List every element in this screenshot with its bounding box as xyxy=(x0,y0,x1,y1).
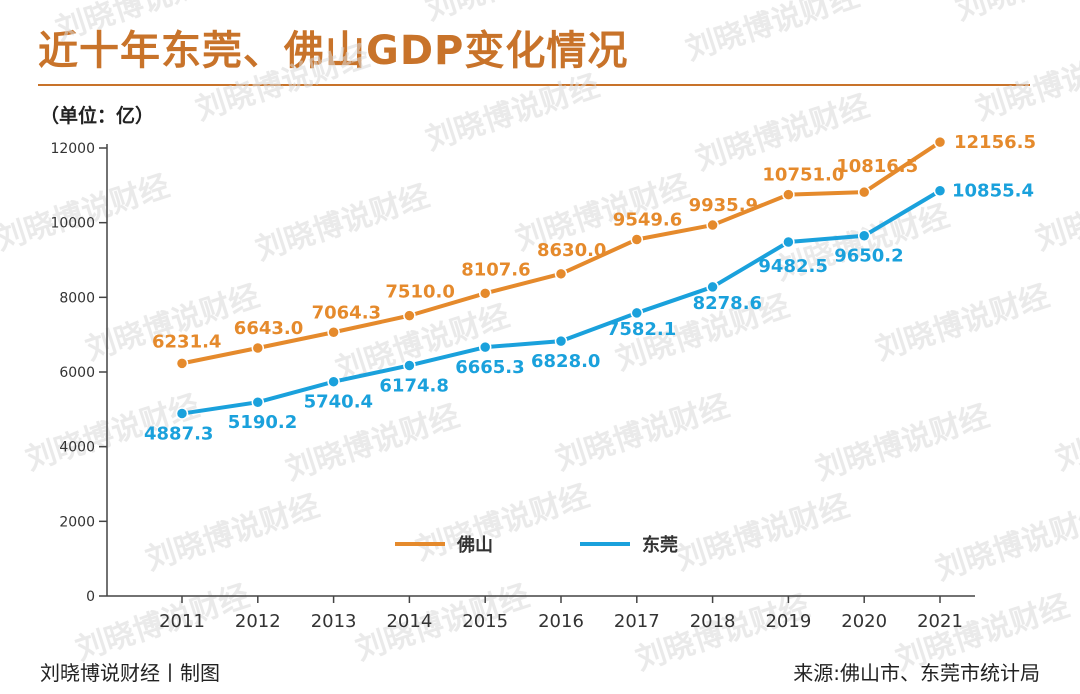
x-tick-label: 2020 xyxy=(841,611,887,632)
watermark-text: 刘晓博说财经 xyxy=(1052,389,1080,478)
data-label: 9935.9 xyxy=(689,195,758,216)
x-tick-label: 2013 xyxy=(311,611,357,632)
x-tick-label: 2011 xyxy=(159,611,205,632)
chart-title: 近十年东莞、佛山GDP变化情况 xyxy=(38,28,629,74)
y-tick-label: 4000 xyxy=(59,440,95,456)
watermark-text: 刘晓博说财经 xyxy=(52,0,234,48)
watermark-text: 刘晓博说财经 xyxy=(632,589,814,678)
data-label: 12156.5 xyxy=(954,132,1036,153)
data-point xyxy=(175,357,189,370)
data-point xyxy=(403,309,416,322)
y-tick-label: 0 xyxy=(86,589,95,605)
data-label: 10751.0 xyxy=(762,165,844,186)
watermark-text: 刘晓博说财经 xyxy=(972,39,1080,128)
watermark-text: 刘晓博说财经 xyxy=(1032,169,1080,258)
x-tick-label: 2019 xyxy=(765,611,811,632)
legend: 佛山 东莞 xyxy=(395,534,678,556)
x-tick-label: 2014 xyxy=(386,611,432,632)
y-tick-label: 6000 xyxy=(59,365,95,381)
data-point xyxy=(478,340,492,354)
data-point xyxy=(403,359,416,372)
data-point xyxy=(933,184,947,197)
data-point xyxy=(554,267,568,281)
watermark-text: 刘晓博说财经 xyxy=(252,179,434,268)
data-point xyxy=(327,375,340,388)
data-point xyxy=(630,233,644,246)
data-point xyxy=(251,341,265,355)
data-label: 8630.0 xyxy=(537,240,606,261)
x-tick-label: 2015 xyxy=(462,611,508,632)
watermark-text: 刘晓博说财经 xyxy=(412,479,594,568)
data-label: 7510.0 xyxy=(385,282,454,303)
watermark-text: 刘晓博说财经 xyxy=(422,69,604,158)
watermark-text: 刘晓博说财经 xyxy=(932,499,1080,588)
x-tick-label: 2012 xyxy=(235,611,281,632)
watermark-text: 刘晓博说财经 xyxy=(422,0,604,28)
data-point xyxy=(933,135,947,149)
data-point xyxy=(857,229,871,242)
watermark-text: 刘晓博说财经 xyxy=(672,489,854,578)
watermark-text: 刘晓博说财经 xyxy=(192,39,374,128)
data-point xyxy=(630,306,644,320)
data-point xyxy=(554,334,568,348)
x-tick-label: 2016 xyxy=(538,611,584,632)
data-point xyxy=(175,407,189,420)
series-东莞: 4887.3 5190.2 5740.4 6174.8 6665.3 6828.0 7582… xyxy=(144,181,1034,445)
data-label: 8278.6 xyxy=(693,293,762,314)
watermark-text: 刘晓博说财经 xyxy=(0,169,174,258)
data-point xyxy=(857,185,871,199)
data-label: 10816.5 xyxy=(836,156,918,177)
credit-text: 刘晓博说财经丨制图 xyxy=(40,661,220,685)
data-label: 4887.3 xyxy=(144,424,213,445)
axes: 0 2000 4000 6000 8000 10000 12000 2011 2012 2013 2… xyxy=(50,141,975,632)
data-point xyxy=(706,218,719,232)
data-point xyxy=(782,188,795,201)
data-point xyxy=(706,280,719,294)
y-tick-label: 10000 xyxy=(50,216,95,232)
data-label: 7582.1 xyxy=(607,319,676,340)
watermark-text: 刘晓博说财经 xyxy=(682,0,864,68)
watermark-text: 刘晓博说财经 xyxy=(142,489,324,578)
data-label: 10855.4 xyxy=(952,181,1034,202)
title-divider xyxy=(38,84,1030,86)
data-label: 6665.3 xyxy=(455,357,524,378)
legend-label: 东莞 xyxy=(642,534,678,556)
data-label: 5740.4 xyxy=(304,392,373,413)
data-label: 6231.4 xyxy=(152,331,221,352)
watermark-text: 刘晓博说财经 xyxy=(812,399,994,488)
data-label: 6174.8 xyxy=(379,375,448,396)
data-point xyxy=(327,326,340,339)
y-tick-label: 12000 xyxy=(50,141,95,157)
y-tick-label: 2000 xyxy=(59,514,95,530)
data-label: 5190.2 xyxy=(228,412,297,433)
data-point xyxy=(782,235,795,249)
x-tick-label: 2017 xyxy=(614,611,660,632)
watermark-text: 刘晓博说财经 xyxy=(952,0,1080,28)
watermark-text: 刘晓博说财经 xyxy=(872,279,1054,368)
source-text: 来源:佛山市、东莞市统计局 xyxy=(793,661,1040,685)
unit-label: （单位：亿） xyxy=(40,105,155,127)
data-point xyxy=(251,395,265,409)
data-label: 8107.6 xyxy=(461,259,530,280)
x-tick-label: 2021 xyxy=(917,611,963,632)
data-label: 9549.6 xyxy=(613,209,682,230)
data-label: 6828.0 xyxy=(531,351,600,372)
x-tick-label: 2018 xyxy=(690,611,736,632)
data-point xyxy=(478,287,492,300)
data-label: 9482.5 xyxy=(758,256,827,277)
data-label: 9650.2 xyxy=(834,246,903,267)
data-label: 6643.0 xyxy=(234,318,303,339)
data-label: 7064.3 xyxy=(312,302,381,323)
watermark-text: 刘晓博说财经 xyxy=(552,389,734,478)
y-tick-label: 8000 xyxy=(59,290,95,306)
legend-label: 佛山 xyxy=(456,534,493,556)
